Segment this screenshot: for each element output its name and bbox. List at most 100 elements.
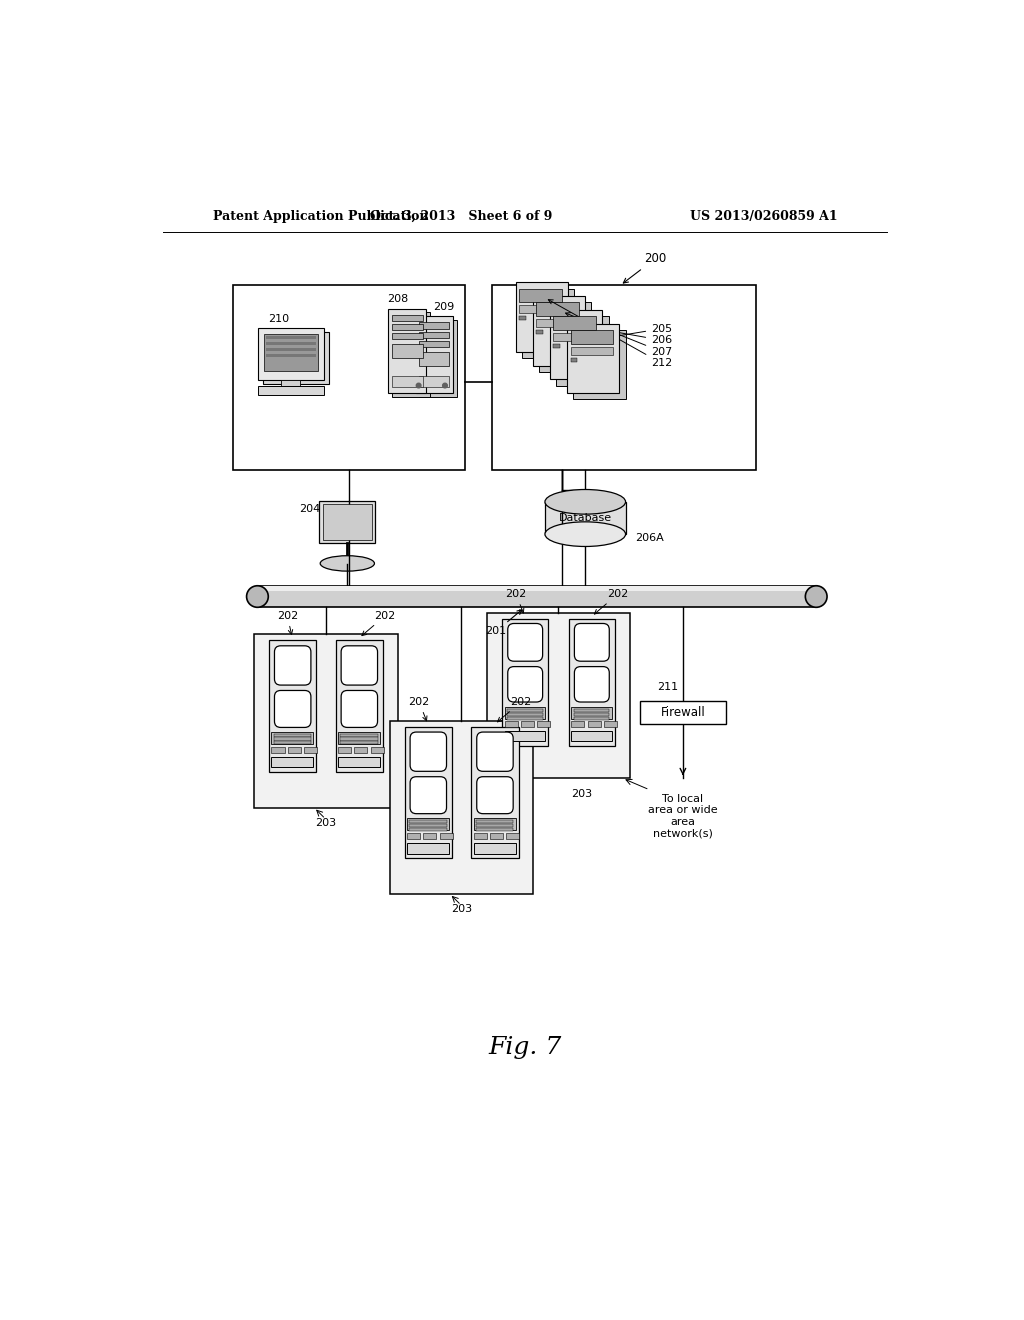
Bar	[266, 348, 316, 351]
Text: 203: 203	[315, 818, 336, 828]
Bar	[532, 296, 586, 366]
FancyBboxPatch shape	[477, 776, 513, 813]
Text: 200: 200	[624, 252, 667, 282]
Bar	[550, 310, 602, 379]
Bar	[407, 818, 449, 830]
Text: 201: 201	[485, 610, 521, 636]
Bar	[288, 747, 301, 752]
Bar	[420, 341, 449, 347]
Text: 206: 206	[583, 325, 672, 346]
Text: Database: Database	[559, 513, 611, 523]
Text: 202: 202	[498, 697, 531, 722]
Text: 205: 205	[601, 323, 672, 341]
FancyBboxPatch shape	[508, 623, 543, 661]
Bar	[573, 713, 609, 715]
Bar	[391, 314, 423, 321]
Bar	[476, 824, 513, 826]
Bar	[266, 335, 316, 339]
Bar	[537, 302, 579, 317]
Bar	[304, 747, 317, 752]
Circle shape	[417, 383, 421, 388]
Ellipse shape	[545, 490, 626, 515]
Bar	[323, 504, 372, 540]
Bar	[420, 331, 449, 338]
Bar	[266, 342, 316, 345]
Text: 204: 204	[299, 504, 321, 513]
Text: 203: 203	[451, 904, 472, 915]
Text: 207: 207	[565, 313, 673, 356]
Bar	[489, 833, 503, 840]
Text: 208: 208	[387, 293, 409, 304]
Bar	[573, 709, 609, 711]
Ellipse shape	[545, 521, 626, 546]
Bar	[571, 721, 585, 727]
Bar	[390, 721, 534, 894]
Bar	[554, 317, 596, 330]
Bar	[391, 345, 423, 358]
Bar	[505, 731, 545, 742]
Bar	[254, 635, 397, 808]
Bar	[354, 747, 368, 752]
FancyBboxPatch shape	[341, 690, 378, 727]
Bar	[569, 619, 614, 746]
Bar	[340, 734, 378, 737]
FancyBboxPatch shape	[508, 667, 543, 702]
Bar	[519, 305, 562, 313]
Bar	[257, 586, 816, 591]
Bar	[507, 709, 543, 711]
Bar	[572, 330, 626, 400]
Bar	[273, 738, 311, 741]
Bar	[423, 833, 436, 840]
Ellipse shape	[805, 586, 827, 607]
Bar	[232, 285, 465, 470]
Bar	[515, 282, 568, 351]
Bar	[407, 833, 420, 840]
Text: To local
area or wide
area
network(s): To local area or wide area network(s)	[648, 793, 718, 838]
Text: Firewall: Firewall	[660, 706, 706, 719]
Bar	[570, 330, 613, 345]
Bar	[474, 818, 515, 830]
Bar	[371, 747, 384, 752]
Bar	[556, 317, 608, 385]
Bar	[340, 742, 378, 744]
Bar	[407, 843, 449, 854]
Text: 202: 202	[594, 589, 628, 614]
Bar	[439, 833, 453, 840]
Bar	[271, 733, 313, 743]
Bar	[319, 502, 375, 544]
Bar	[566, 323, 620, 393]
FancyBboxPatch shape	[574, 623, 609, 661]
Bar	[539, 302, 592, 372]
Bar	[521, 721, 535, 727]
Bar	[340, 738, 378, 741]
Bar	[471, 726, 518, 858]
Text: US 2013/0260859 A1: US 2013/0260859 A1	[690, 210, 838, 223]
Text: 209: 209	[433, 302, 455, 312]
Bar	[282, 380, 300, 385]
Bar	[640, 701, 726, 725]
Text: 202: 202	[506, 589, 526, 612]
Bar	[554, 333, 596, 341]
Text: 202: 202	[409, 697, 430, 721]
FancyBboxPatch shape	[410, 733, 446, 771]
Text: 203: 203	[570, 788, 592, 799]
Bar	[420, 322, 449, 329]
FancyBboxPatch shape	[274, 645, 311, 685]
Bar	[391, 333, 423, 339]
Bar	[537, 330, 543, 334]
Bar	[410, 828, 446, 830]
FancyBboxPatch shape	[410, 776, 446, 813]
Bar	[507, 713, 543, 715]
Bar	[391, 376, 423, 387]
Bar	[420, 351, 449, 366]
FancyBboxPatch shape	[341, 645, 378, 685]
Text: 211: 211	[656, 682, 678, 693]
Bar	[263, 331, 329, 384]
Bar	[519, 289, 562, 302]
Bar	[474, 833, 486, 840]
Text: Oct. 3, 2013   Sheet 6 of 9: Oct. 3, 2013 Sheet 6 of 9	[370, 210, 552, 223]
Bar	[257, 586, 816, 607]
Bar	[588, 721, 601, 727]
Bar	[404, 726, 452, 858]
FancyBboxPatch shape	[574, 667, 609, 702]
